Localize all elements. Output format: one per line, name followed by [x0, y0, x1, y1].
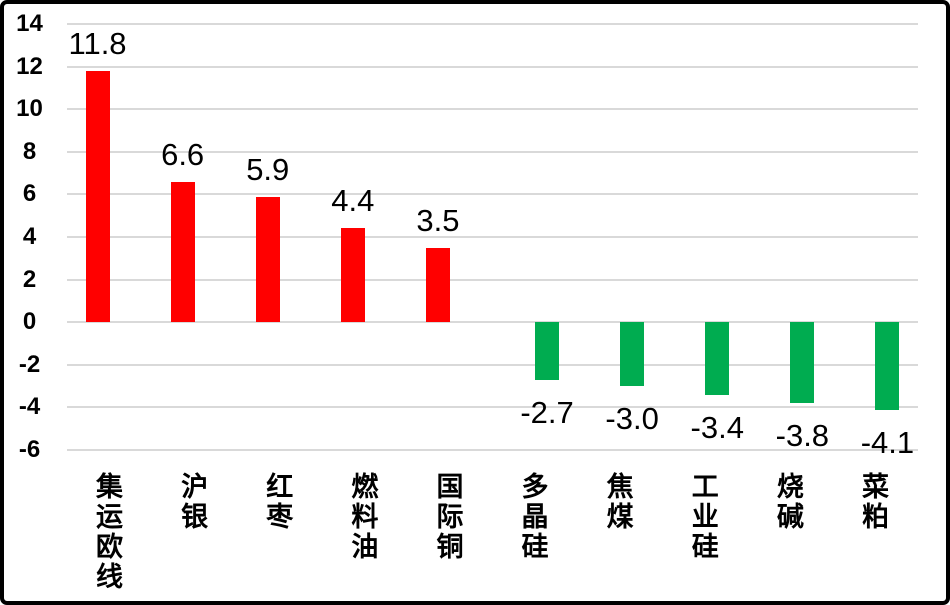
category-char: 燃: [351, 472, 379, 502]
category-char: 多: [521, 472, 549, 502]
category-char: 油: [351, 532, 379, 562]
category-char: 晶: [521, 502, 549, 532]
category-char: 欧: [96, 532, 124, 562]
y-axis-tick-label: 4: [22, 223, 37, 250]
y-axis-tick-label: 12: [16, 52, 43, 80]
category-char: 料: [351, 502, 379, 532]
x-axis-category-label: 多晶硅: [493, 472, 578, 562]
category-char: 集: [96, 472, 124, 502]
category-char: 硅: [691, 532, 719, 562]
category-char: 硅: [521, 532, 549, 562]
category-char: 运: [96, 502, 124, 532]
x-axis-category-label: 沪银: [152, 472, 237, 532]
y-axis-tick-label: 8: [22, 137, 37, 165]
category-char: 铜: [436, 532, 464, 562]
value-label: 11.8: [68, 25, 127, 61]
bar: [705, 322, 730, 395]
x-axis-category-label: 菜粕: [833, 472, 918, 532]
y-axis-tick-label: 14: [16, 10, 43, 37]
y-axis-tick-label: 2: [22, 265, 37, 293]
category-char: 枣: [266, 502, 294, 532]
value-label: -3.8: [775, 418, 830, 454]
gridline: [67, 321, 918, 324]
bar: [340, 228, 365, 323]
category-char: 煤: [606, 502, 634, 532]
value-label: -3.4: [690, 409, 744, 445]
gridline: [67, 278, 918, 281]
value-label: 5.9: [246, 151, 290, 187]
y-axis-tick-label: 10: [16, 95, 43, 123]
y-axis-tick-label: 6: [22, 180, 37, 208]
bar: [255, 196, 280, 323]
x-axis-category-label: 燃料油: [322, 472, 407, 562]
gridline: [67, 236, 918, 238]
value-label: 4.4: [331, 183, 375, 219]
gridline: [67, 193, 918, 196]
category-char: 银: [181, 502, 209, 532]
x-axis-category-label: 红枣: [237, 472, 322, 532]
category-char: 粕: [861, 502, 889, 532]
value-label: 6.6: [161, 136, 205, 172]
x-axis-category-label: 国际铜: [407, 472, 492, 562]
y-axis-tick-label: 0: [22, 308, 37, 336]
gridline: [67, 23, 918, 25]
y-axis-tick-label: -6: [18, 436, 41, 463]
y-axis-tick-label: -4: [18, 393, 41, 421]
gridline: [67, 406, 918, 409]
x-axis-category-label: 烧碱: [748, 472, 833, 532]
gridline: [67, 449, 918, 451]
category-char: 际: [436, 502, 464, 532]
bar: [790, 322, 815, 404]
x-axis-category-label: 集运欧线: [67, 472, 152, 592]
bar: [85, 70, 110, 323]
category-char: 沪: [181, 472, 209, 502]
category-char: 烧: [776, 472, 804, 502]
category-char: 工: [691, 472, 719, 502]
value-label: -2.7: [520, 394, 574, 430]
value-label: -4.1: [860, 424, 915, 460]
x-axis-category-label: 焦煤: [578, 472, 663, 532]
value-label: 3.5: [416, 202, 460, 238]
bar: [535, 322, 560, 380]
y-axis-tick-label: -2: [18, 350, 41, 378]
bar: [425, 247, 450, 323]
gridline: [67, 108, 918, 111]
gridline: [67, 65, 918, 68]
gridline: [67, 150, 918, 153]
category-char: 焦: [606, 472, 634, 502]
value-label: -3.0: [605, 401, 659, 437]
category-char: 红: [266, 472, 294, 502]
category-char: 菜: [861, 472, 889, 502]
bar: [170, 181, 195, 323]
bar: [875, 322, 900, 410]
bar: [620, 322, 645, 387]
category-char: 业: [691, 502, 719, 532]
gridline: [67, 363, 918, 366]
x-axis-category-label: 工业硅: [663, 472, 748, 562]
category-char: 国: [436, 472, 464, 502]
category-char: 线: [96, 562, 124, 592]
category-char: 碱: [776, 502, 804, 532]
